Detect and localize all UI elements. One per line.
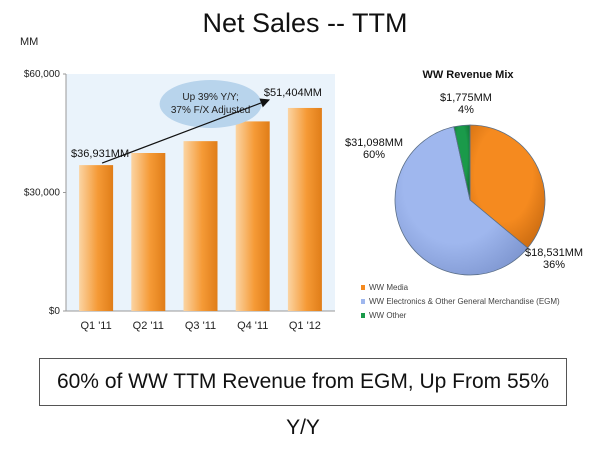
slice-value-label: $18,531MM (525, 247, 583, 259)
bar (287, 107, 322, 312)
data-label: $51,404MM (264, 87, 322, 99)
growth-arrow (101, 98, 271, 164)
y-tick-label: $30,000 (24, 188, 61, 199)
legend-swatch (361, 298, 365, 304)
bar (131, 153, 166, 311)
pie-slice (453, 124, 471, 201)
legend-label: WW Electronics & Other General Merchandi… (369, 296, 560, 306)
slice-percent-label: 60% (363, 149, 385, 161)
annotation-bubble (159, 80, 262, 128)
legend-item: WW Media (361, 280, 560, 294)
x-tick-label: Q2 '11 (133, 320, 164, 332)
slice-value-label: $31,098MM (345, 137, 403, 149)
bar (235, 121, 270, 312)
annotation-line-2: 37% F/X Adjusted (171, 105, 251, 116)
pie-slice (394, 126, 529, 276)
x-tick-label: Q1 '11 (80, 320, 111, 332)
pie-legend: WW Media WW Electronics & Other General M… (361, 280, 560, 322)
legend-swatch (361, 284, 365, 290)
summary-callout: 60% of WW TTM Revenue from EGM, Up From … (39, 358, 567, 439)
data-label: $36,931MM (71, 148, 129, 160)
pie-slice (469, 124, 546, 249)
legend-item: WW Other (361, 308, 560, 322)
bar (79, 165, 114, 311)
net-sales-bar-chart: $0 $30,000 $60,000 Q1 '11 Q2 '11 Q3 '11 Q4 '11… (24, 69, 335, 332)
pie-title: WW Revenue Mix (422, 69, 514, 81)
bar (183, 141, 218, 311)
slice-percent-label: 4% (458, 104, 474, 116)
legend-label: WW Other (369, 310, 407, 320)
legend-label: WW Media (369, 282, 409, 292)
slice-value-label: $1,775MM (440, 92, 492, 104)
legend-swatch (361, 312, 365, 318)
annotation-line-1: Up 39% Y/Y; (182, 92, 238, 103)
slide-title: Net Sales -- TTM (202, 8, 408, 38)
y-tick-label: $0 (49, 306, 61, 317)
y-tick-label: $60,000 (24, 69, 61, 80)
x-tick-label: Q3 '11 (185, 320, 216, 332)
legend-item: WW Electronics & Other General Merchandi… (361, 294, 560, 308)
x-tick-label: Q4 '11 (237, 320, 268, 332)
x-tick-label: Q1 '12 (289, 320, 321, 332)
y-unit-label: MM (20, 36, 39, 48)
slice-percent-label: 36% (543, 259, 565, 271)
